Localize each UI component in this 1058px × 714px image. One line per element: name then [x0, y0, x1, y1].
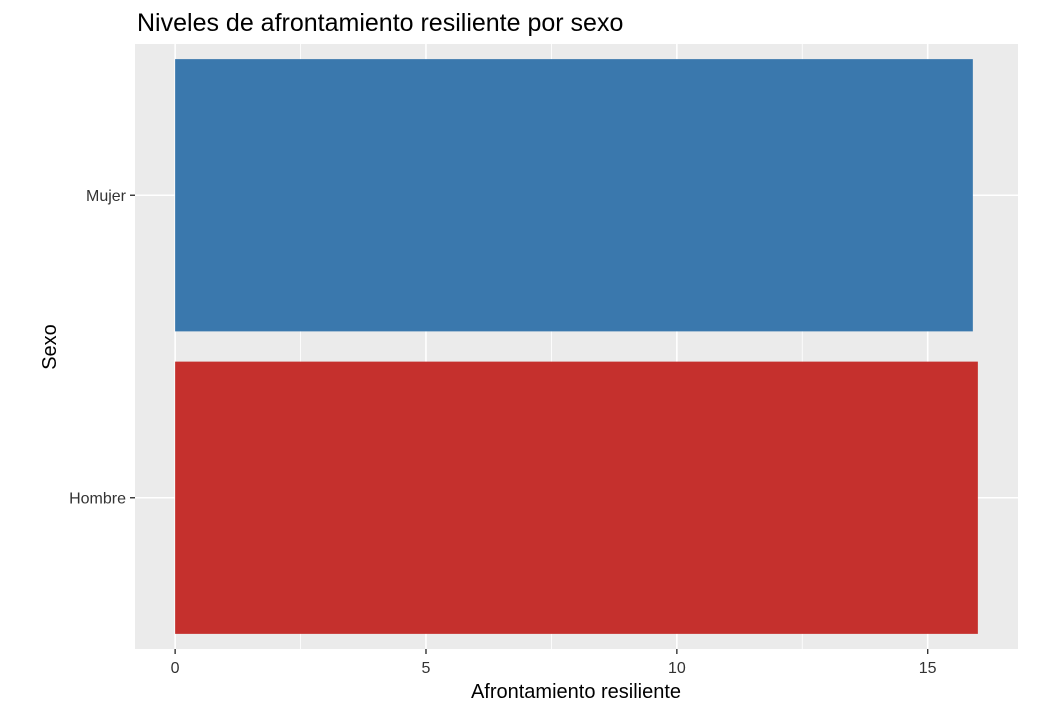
x-tick-label: 0	[171, 660, 180, 677]
y-tick-label: Mujer	[86, 188, 127, 205]
y-axis-title: Sexo	[39, 324, 61, 370]
y-axis: Hombre Mujer	[69, 188, 135, 507]
x-tick-label: 10	[668, 660, 686, 677]
x-axis-title: Afrontamiento resiliente	[471, 681, 681, 703]
x-tick-label: 15	[919, 660, 937, 677]
bars	[175, 59, 978, 634]
bar-mujer	[175, 59, 973, 332]
chart-title: Niveles de afrontamiento resiliente por …	[137, 9, 623, 37]
x-axis: 0 5 10 15	[171, 649, 937, 677]
y-tick-label: Hombre	[69, 490, 126, 507]
bar-hombre	[175, 361, 978, 634]
x-tick-label: 5	[422, 660, 431, 677]
